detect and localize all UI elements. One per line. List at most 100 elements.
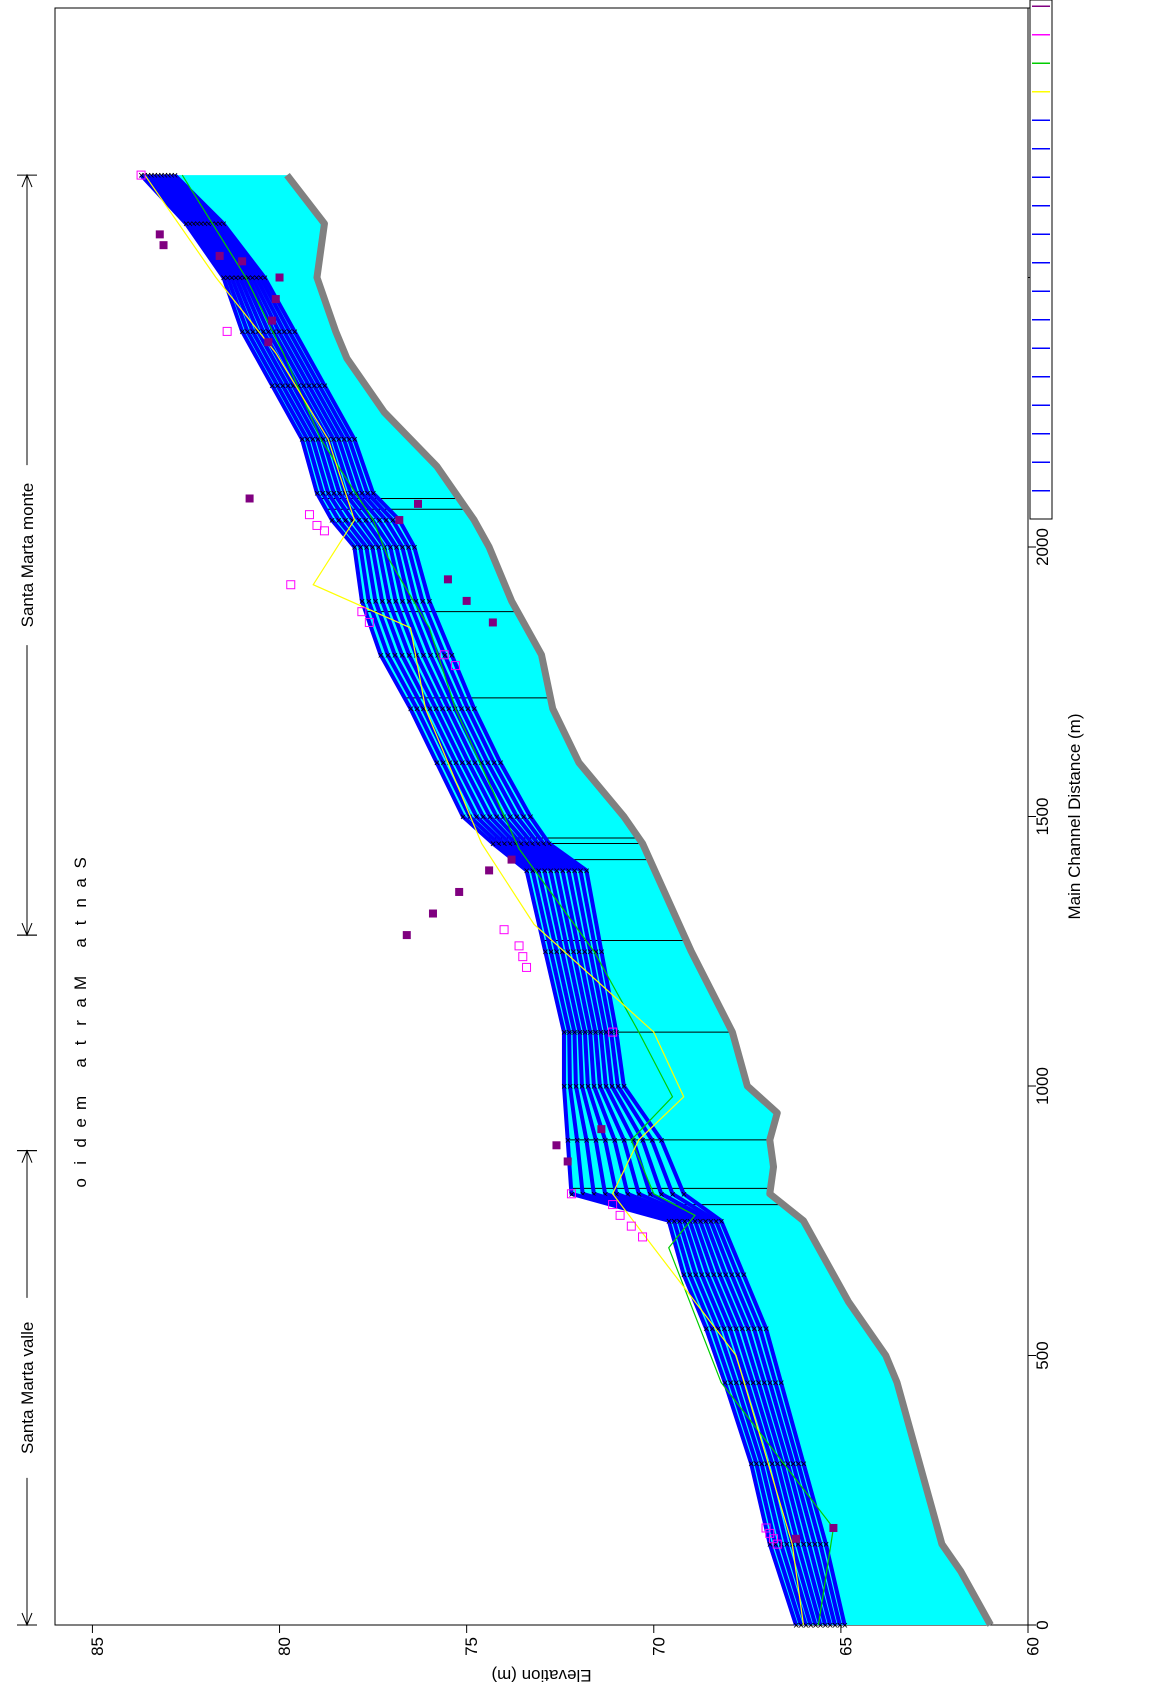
water-marker-6-20: × [356,515,362,527]
water-marker-10-7: × [568,1189,574,1201]
reach-arrow-end-2 [21,173,33,188]
water-marker-0-14: × [527,812,533,824]
water-fill [141,175,991,1626]
water-marker-9-12: × [530,865,536,877]
water-marker-0-2: × [800,1458,806,1470]
water-marker-9-25: × [225,273,231,285]
water-marker-3-24: × [276,326,282,338]
water-marker-2-20: × [383,515,389,527]
water-marker-3-20: × [376,515,382,527]
reach-letter-6: M [71,976,90,990]
water-marker-2-21: × [359,488,365,500]
water-marker-6-5: × [705,1270,711,1282]
water-marker-10-21: × [314,488,320,500]
water-marker-0-11: × [598,946,604,958]
water-marker-5-15: × [466,758,472,770]
water-marker-6-26: × [198,219,204,231]
water-marker-0-17: × [449,650,455,662]
water-marker-4-21: × [348,488,354,500]
water-marker-1-19: × [405,542,411,554]
water-marker-9-5: × [687,1270,693,1282]
water-marker-9-23: × [274,380,280,392]
magenta-marker-21 [304,510,314,520]
water-marker-10-27: × [138,170,144,182]
water-marker-10-16: × [408,704,414,716]
water-marker-7-7: × [602,1189,608,1201]
line-yellow [144,174,805,1626]
y-tick-label-0: 60 [1023,1637,1042,1656]
water-marker-6-14: × [487,812,493,824]
water-marker-10-14: × [460,812,466,824]
water-marker-0-18: × [426,596,432,608]
magenta-marker-13 [499,925,509,935]
y-tick-label-4: 80 [275,1637,294,1656]
water-marker-10-22: × [299,434,305,446]
water-profile-2 [166,173,837,1626]
water-marker-0-3: × [778,1377,784,1389]
water-marker-0-8: × [658,1135,664,1147]
water-marker-1-0: × [837,1620,843,1632]
water-marker-8-15: × [446,758,452,770]
water-marker-9-13: × [495,838,501,850]
water-marker-6-15: × [459,758,465,770]
purple-marker-2 [563,1157,572,1166]
water-marker-3-9: × [603,1081,609,1093]
magenta-marker-23 [136,170,146,180]
reach-letter-0: S [71,857,90,868]
water-marker-5-13: × [518,838,524,850]
water-marker-7-12: × [541,865,547,877]
water-marker-4-13: × [524,838,530,850]
water-marker-2-0: × [832,1620,838,1632]
water-marker-2-2: × [790,1458,796,1470]
water-marker-9-26: × [187,219,193,231]
water-marker-4-1: × [800,1539,806,1551]
water-marker-3-18: × [406,596,412,608]
water-marker-5-11: × [570,946,576,958]
water-marker-10-25: × [220,273,226,285]
water-marker-2-25: × [253,273,259,285]
water-marker-0-19: × [411,542,417,554]
water-marker-5-5: × [711,1270,717,1282]
water-marker-7-10: × [577,1027,583,1039]
water-marker-3-4: × [745,1324,751,1336]
water-marker-3-3: × [761,1377,767,1389]
water-marker-8-24: × [250,326,256,338]
water-marker-4-4: × [739,1324,745,1336]
purple-marker-18 [271,295,280,304]
water-marker-4-24: × [271,326,277,338]
purple-marker-19 [275,273,284,282]
legend [1029,0,1155,520]
water-marker-1-10: × [608,1027,614,1039]
water-marker-0-9: × [621,1081,627,1093]
water-marker-0-23: × [321,380,327,392]
water-marker-0-26: × [220,219,226,231]
water-marker-7-24: × [255,326,261,338]
water-marker-5-1: × [795,1539,801,1551]
y-tick-label-5: 85 [88,1637,107,1656]
water-marker-9-14: × [467,812,473,824]
water-marker-1-20: × [390,515,396,527]
water-marker-7-16: × [427,704,433,716]
water-marker-8-19: × [363,542,369,554]
water-marker-4-15: × [472,758,478,770]
water-marker-7-18: × [379,596,385,608]
water-marker-4-12: × [559,865,565,877]
water-marker-7-4: × [721,1324,727,1336]
water-marker-3-2: × [785,1458,791,1470]
magenta-marker-9 [608,1027,618,1037]
purple-marker-12 [443,575,452,584]
water-marker-1-5: × [735,1270,741,1282]
water-marker-1-16: × [465,704,471,716]
water-marker-5-23: × [295,380,301,392]
purple-marker-22 [159,241,168,250]
water-marker-5-20: × [363,515,369,527]
reach-letter-2: n [71,898,90,907]
water-marker-8-13: × [501,838,507,850]
water-marker-1-15: × [491,758,497,770]
water-marker-2-14: × [514,812,520,824]
water-marker-3-0: × [827,1620,833,1632]
water-marker-10-15: × [434,758,440,770]
water-marker-10-19: × [351,542,357,554]
water-marker-2-19: × [399,542,405,554]
water-marker-10-13: × [490,838,496,850]
